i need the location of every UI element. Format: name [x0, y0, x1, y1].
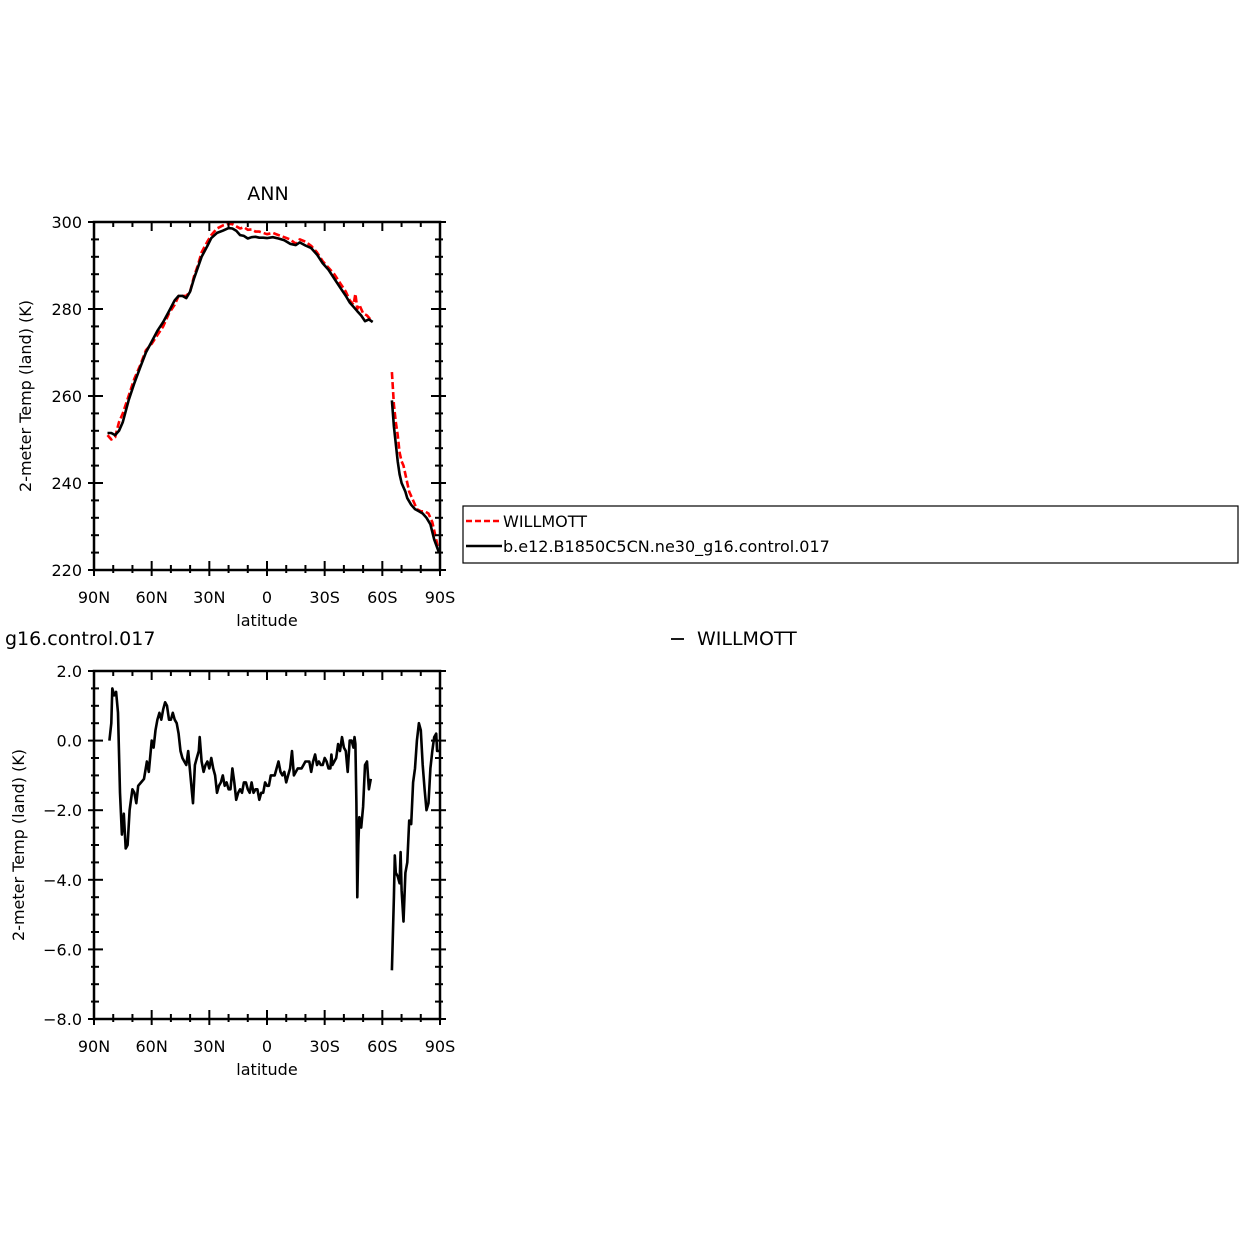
top-x-axis-label: latitude [236, 611, 297, 630]
bottom-y-axis-label: 2-meter Temp (land) (K) [9, 749, 28, 941]
top-x-tick-label: 90N [78, 588, 110, 607]
top-y-tick-label: 240 [51, 474, 82, 493]
bottom-legend-fragment: WILLMOTT [697, 628, 797, 650]
bottom-x-axis-label: latitude [236, 1060, 297, 1079]
bottom-y-tick-label: −4.0 [43, 871, 82, 890]
top-series-group [106, 222, 441, 554]
bottom-x-tick-label: 30N [193, 1037, 225, 1056]
top-panel: ANN 90N 60N 30N 0 30S 60S 90S 220 240 260 280 300 l… [16, 183, 455, 630]
bottom-x-tick-label: 30S [309, 1037, 340, 1056]
bottom-x-tick-label: 60N [136, 1037, 168, 1056]
bottom-y-tick-label: −6.0 [43, 940, 82, 959]
top-x-tick-label: 30N [193, 588, 225, 607]
top-series-line-model [390, 400, 441, 554]
bottom-x-tick-label: 90S [425, 1037, 456, 1056]
bottom-y-tick-label: −8.0 [43, 1010, 82, 1029]
legend-model-label: b.e12.B1850C5CN.ne30_g16.control.017 [503, 537, 830, 557]
bottom-title-fragment: g16.control.017 [5, 628, 155, 650]
bottom-panel: g16.control.017 WILLMOTT 90N 60N 30N 0 30S 60… [5, 628, 797, 1079]
bottom-series-line-model [108, 687, 373, 899]
top-y-tick-label: 300 [51, 213, 82, 232]
bottom-y-tick-label: 2.0 [57, 662, 82, 681]
top-plot-frame [92, 220, 442, 572]
top-y-tick-label: 280 [51, 300, 82, 319]
bottom-series-group [108, 687, 439, 971]
top-x-tick-label: 60S [367, 588, 398, 607]
legend: WILLMOTT b.e12.B1850C5CN.ne30_g16.contro… [462, 505, 1239, 564]
bottom-y-tick-label: −2.0 [43, 801, 82, 820]
top-series-line-obs [390, 372, 441, 553]
bottom-series-line-model [390, 721, 439, 971]
legend-obs-label: WILLMOTT [503, 512, 587, 531]
bottom-plot-frame [92, 669, 442, 1021]
top-y-tick-label: 220 [51, 561, 82, 580]
top-y-axis-label: 2-meter Temp (land) (K) [16, 300, 35, 492]
top-x-tick-label: 30S [309, 588, 340, 607]
bottom-x-tick-label: 60S [367, 1037, 398, 1056]
bottom-x-tick-label: 0 [262, 1037, 272, 1056]
top-tick-group: 90N 60N 30N 0 30S 60S 90S 220 240 260 280 300 [51, 213, 455, 607]
bottom-y-tick-label: 0.0 [57, 732, 82, 751]
top-x-tick-label: 0 [262, 588, 272, 607]
top-x-tick-label: 90S [425, 588, 456, 607]
top-series-line-model [107, 226, 374, 437]
bottom-x-tick-label: 90N [78, 1037, 110, 1056]
bottom-tick-group: 90N 60N 30N 0 30S 60S 90S 2.0 0.0 −2.0 −4.0 −6.0 −8.… [43, 662, 455, 1056]
top-chart-title: ANN [247, 183, 288, 205]
top-x-tick-label: 60N [136, 588, 168, 607]
top-y-tick-label: 260 [51, 387, 82, 406]
top-series-line-obs [106, 222, 372, 441]
legend-box [462, 505, 1239, 564]
